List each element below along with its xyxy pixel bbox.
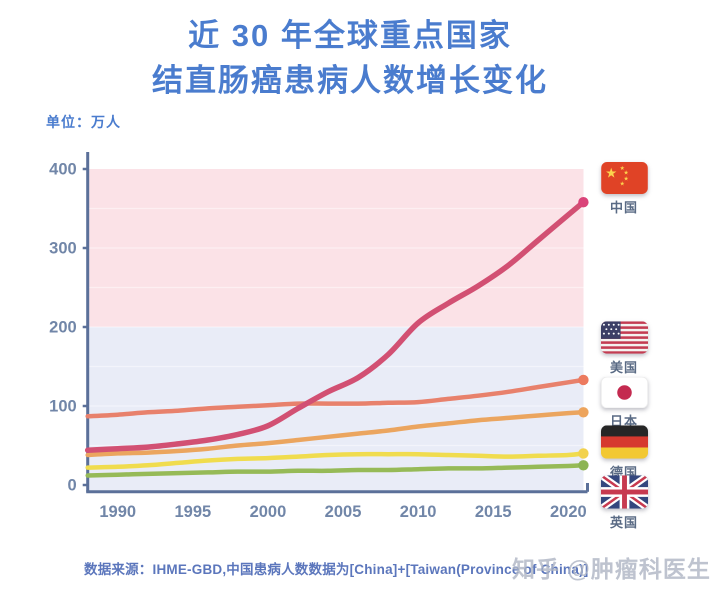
zhihu-watermark: 知乎 @肿瘤科医生	[512, 556, 711, 582]
svg-text:★: ★	[623, 175, 628, 182]
svg-text:★: ★	[619, 180, 624, 187]
svg-text:1990: 1990	[99, 503, 136, 521]
svg-text:★: ★	[619, 165, 624, 172]
svg-text:2020: 2020	[550, 503, 587, 521]
data-source-note: 数据来源：IHME-GBD,中国患病人数数据为[China]+[Taiwan(P…	[84, 562, 589, 577]
chart-title-line1: 近 30 年全球重点国家	[188, 18, 512, 53]
svg-text:2005: 2005	[325, 503, 362, 521]
chart-title-line2: 结直肠癌患病人数增长变化	[152, 62, 548, 98]
legend-item-uk: 英国	[594, 475, 654, 531]
svg-text:200: 200	[49, 319, 77, 337]
y-axis-unit-label: 单位：万人	[46, 114, 121, 130]
svg-text:100: 100	[49, 398, 77, 416]
svg-text:2000: 2000	[250, 503, 287, 521]
germany-flag-icon	[600, 425, 648, 459]
uk-flag-icon	[600, 475, 648, 509]
legend-item-japan: 日本	[594, 377, 654, 430]
chart-title: 近 30 年全球重点国家 结直肠癌患病人数增长变化	[0, 14, 700, 104]
legend-label-usa: 美国	[609, 360, 638, 375]
svg-text:2010: 2010	[400, 503, 437, 521]
legend-label-uk: 英国	[609, 515, 638, 530]
svg-text:★: ★	[605, 166, 617, 181]
usa-flag-icon	[600, 321, 648, 354]
japan-flag-icon	[600, 377, 648, 408]
svg-text:1995: 1995	[174, 503, 211, 521]
svg-text:★: ★	[623, 170, 628, 177]
svg-text:2015: 2015	[475, 503, 512, 521]
svg-text:400: 400	[49, 161, 77, 179]
legend-label-china: 中国	[609, 200, 638, 215]
china-flag-icon: ★ ★ ★ ★ ★	[600, 162, 648, 194]
svg-text:0: 0	[68, 477, 77, 495]
legend-item-china: ★ ★ ★ ★ ★ 中国	[594, 162, 654, 216]
legend-item-germany: 德国	[594, 425, 654, 481]
legend-label-japan: 日本	[609, 414, 638, 429]
svg-text:300: 300	[49, 240, 77, 258]
legend-item-usa: 美国	[594, 321, 654, 376]
